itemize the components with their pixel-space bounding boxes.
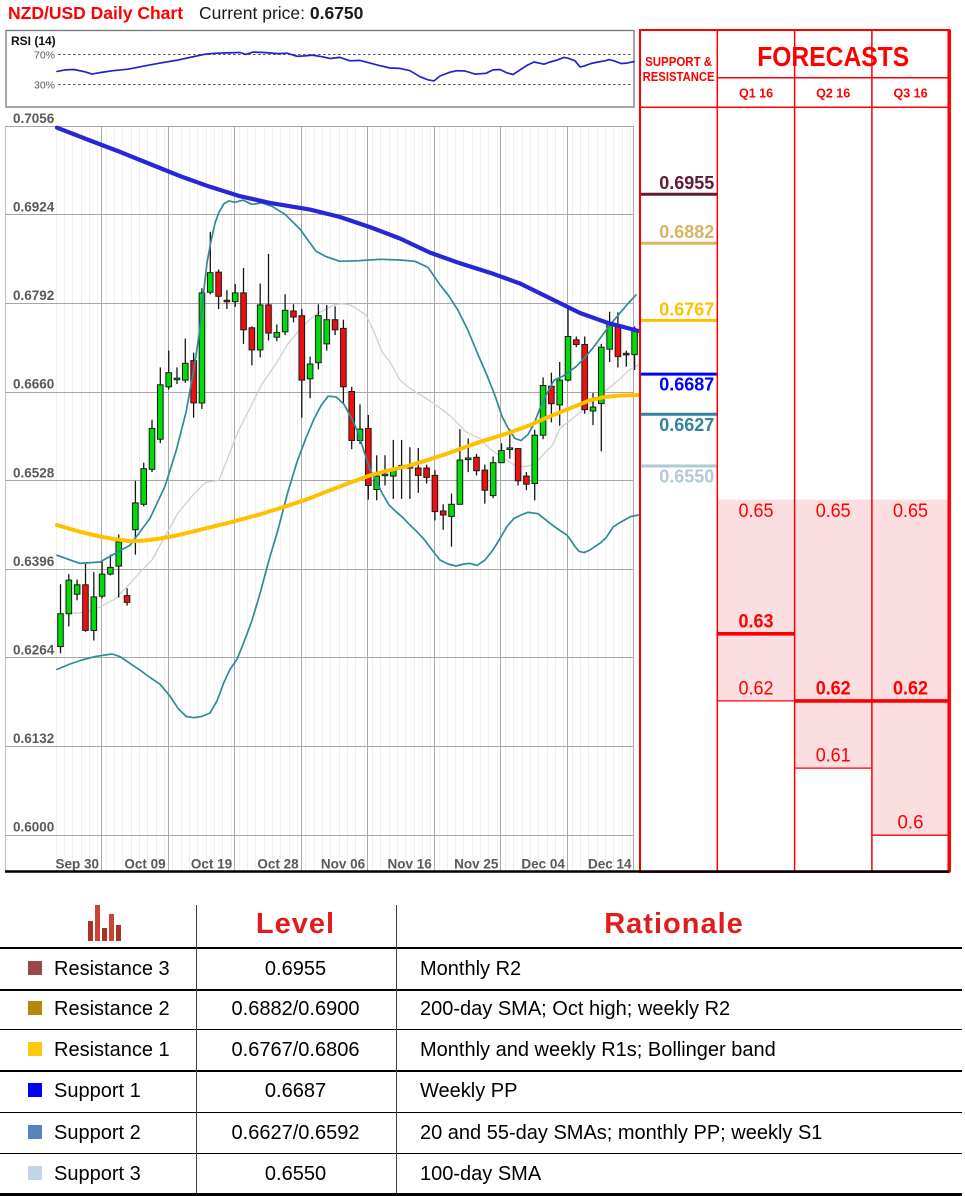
svg-text:Oct 28: Oct 28 (257, 857, 299, 872)
svg-text:0.7056: 0.7056 (13, 111, 55, 126)
svg-text:Q1 16: Q1 16 (739, 87, 773, 101)
svg-text:0.62: 0.62 (816, 678, 851, 699)
svg-text:0.62: 0.62 (893, 678, 928, 699)
svg-text:Q2 16: Q2 16 (816, 87, 850, 101)
svg-text:30%: 30% (34, 80, 55, 92)
svg-text:0.6955: 0.6955 (659, 173, 714, 193)
svg-text:Nov 25: Nov 25 (454, 857, 499, 872)
svg-text:Dec 14: Dec 14 (588, 857, 632, 872)
svg-text:0.6396: 0.6396 (13, 554, 55, 569)
svg-text:0.6264: 0.6264 (13, 643, 55, 658)
svg-text:0.6924: 0.6924 (13, 200, 55, 215)
svg-text:0.6687: 0.6687 (659, 375, 714, 395)
svg-text:Oct 09: Oct 09 (124, 857, 165, 872)
svg-text:0.6550: 0.6550 (659, 467, 714, 487)
svg-text:0.6882: 0.6882 (659, 222, 714, 242)
svg-text:0.6660: 0.6660 (13, 377, 54, 392)
svg-text:Nov 06: Nov 06 (321, 857, 366, 872)
svg-text:0.65: 0.65 (893, 501, 928, 522)
svg-text:0.63: 0.63 (739, 611, 774, 632)
svg-text:SUPPORT &: SUPPORT & (645, 55, 712, 69)
svg-text:Nov 16: Nov 16 (388, 857, 433, 872)
svg-text:RSI (14): RSI (14) (11, 34, 56, 48)
svg-text:0.6528: 0.6528 (13, 465, 55, 480)
svg-text:0.65: 0.65 (739, 501, 774, 522)
svg-text:Sep 30: Sep 30 (55, 857, 99, 872)
svg-text:0.62: 0.62 (739, 678, 774, 699)
svg-text:Dec 04: Dec 04 (521, 857, 565, 872)
svg-text:0.65: 0.65 (816, 501, 851, 522)
svg-text:RESISTANCE: RESISTANCE (643, 70, 715, 84)
svg-text:0.6000: 0.6000 (13, 820, 54, 835)
svg-text:0.61: 0.61 (816, 746, 851, 767)
svg-text:Q3 16: Q3 16 (893, 87, 927, 101)
svg-text:0.6: 0.6 (898, 813, 924, 834)
svg-text:FORECASTS: FORECASTS (757, 41, 909, 72)
svg-text:0.6132: 0.6132 (13, 731, 54, 746)
svg-text:0.6767: 0.6767 (659, 299, 714, 319)
svg-text:70%: 70% (34, 50, 55, 62)
svg-text:Oct 19: Oct 19 (191, 857, 232, 872)
svg-text:0.6792: 0.6792 (13, 288, 54, 303)
svg-text:0.6627: 0.6627 (659, 415, 714, 435)
